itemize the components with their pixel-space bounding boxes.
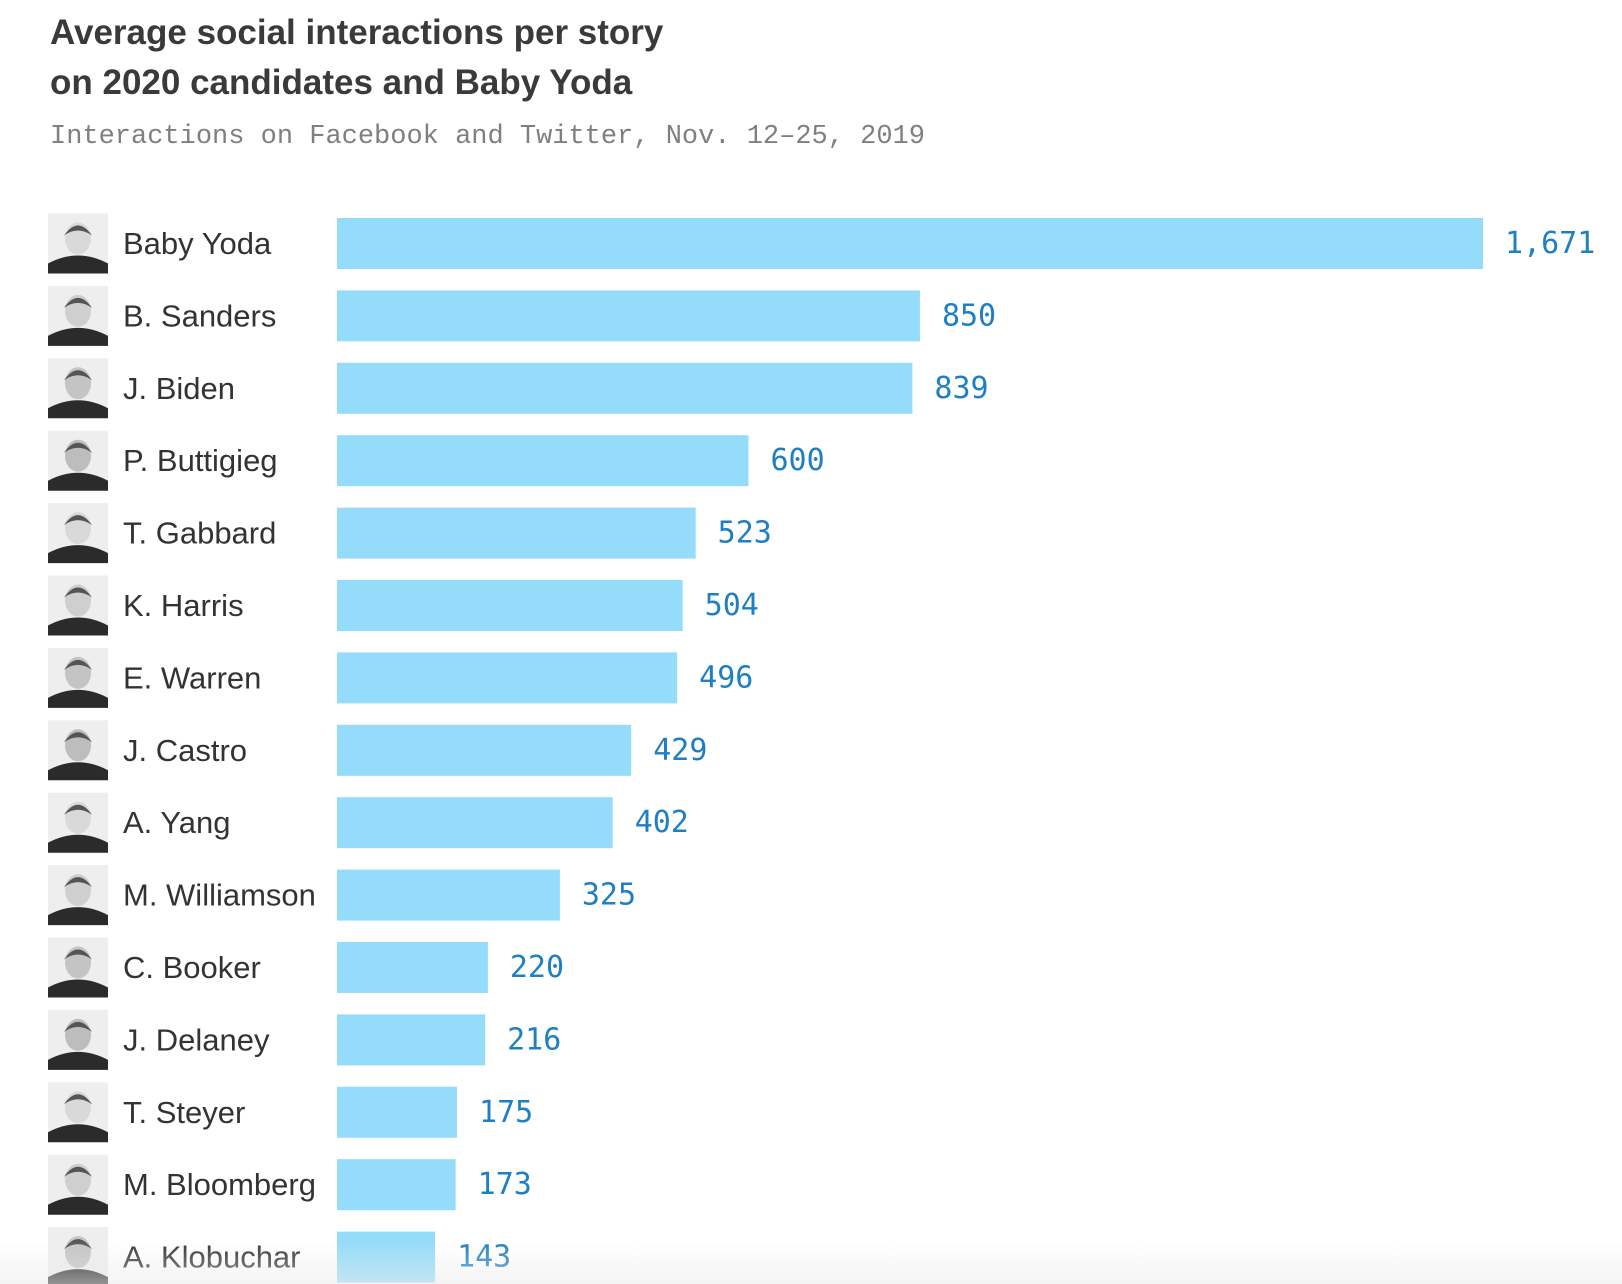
category-label-m-bloomberg: M. Bloomberg [123,1167,316,1202]
category-label-baby-yoda: Baby Yoda [123,226,272,261]
bar-m-bloomberg [337,1159,456,1211]
category-label-j-biden: J. Biden [123,371,235,406]
value-label-p-buttigieg: 600 [770,443,824,478]
category-label-p-buttigieg: P. Buttigieg [123,443,278,478]
bar-e-warren [337,652,678,704]
category-label-t-gabbard: T. Gabbard [123,516,276,551]
bar-m-williamson [337,869,560,921]
portrait-icon [48,285,108,346]
portrait-icon [48,937,108,998]
chart-subtitle: Interactions on Facebook and Twitter, No… [50,122,925,152]
value-label-j-castro: 429 [653,733,707,768]
value-label-j-delaney: 216 [507,1022,561,1057]
value-label-baby-yoda: 1,671 [1505,226,1595,261]
bar-a-klobuchar [337,1231,436,1283]
portrait-icon [48,865,108,926]
category-label-c-booker: C. Booker [123,950,261,985]
category-label-e-warren: E. Warren [123,660,261,695]
bar-j-delaney [337,1014,486,1066]
chart-title: Average social interactions per story on… [50,8,950,108]
portrait-icon [48,575,108,636]
value-label-e-warren: 496 [699,660,753,695]
category-label-b-sanders: B. Sanders [123,298,276,333]
value-label-a-klobuchar: 143 [457,1240,511,1275]
portrait-icon [48,1082,108,1143]
bar-baby-yoda [337,218,1483,269]
portrait-icon [48,430,108,491]
bar-p-buttigieg [337,435,749,487]
value-label-a-yang: 402 [635,805,689,840]
value-label-k-harris: 504 [705,588,759,623]
bar-b-sanders [337,290,920,342]
value-label-j-biden: 839 [934,371,988,406]
portrait-icon [48,720,108,781]
portrait-icon [48,1154,108,1215]
portrait-icon [48,213,108,274]
portrait-icon [48,647,108,708]
value-label-t-steyer: 175 [479,1095,533,1130]
portrait-icon [48,792,108,853]
chart-title-line-2: on 2020 candidates and Baby Yoda [50,63,633,102]
portrait-icon [48,1009,108,1070]
value-label-m-williamson: 325 [582,878,636,913]
portrait-icon [48,358,108,419]
portrait-icon [48,1227,108,1284]
category-label-a-yang: A. Yang [123,805,230,840]
category-label-k-harris: K. Harris [123,588,244,623]
category-label-m-williamson: M. Williamson [123,878,316,913]
chart-title-line-1: Average social interactions per story [50,13,664,52]
bar-j-biden [337,362,913,414]
bar-t-gabbard [337,507,696,559]
bar-j-castro [337,724,632,776]
value-label-m-bloomberg: 173 [478,1167,532,1202]
bar-c-booker [337,942,488,993]
portrait-icon [48,503,108,564]
bar-k-harris [337,580,683,631]
value-label-b-sanders: 850 [942,298,996,333]
bar-a-yang [337,797,613,849]
value-label-t-gabbard: 523 [718,516,772,551]
category-label-a-klobuchar: A. Klobuchar [123,1240,301,1275]
bar-t-steyer [337,1086,458,1138]
value-label-c-booker: 220 [510,950,564,985]
category-label-j-castro: J. Castro [123,733,247,768]
category-label-t-steyer: T. Steyer [123,1095,245,1130]
category-label-j-delaney: J. Delaney [123,1022,270,1057]
